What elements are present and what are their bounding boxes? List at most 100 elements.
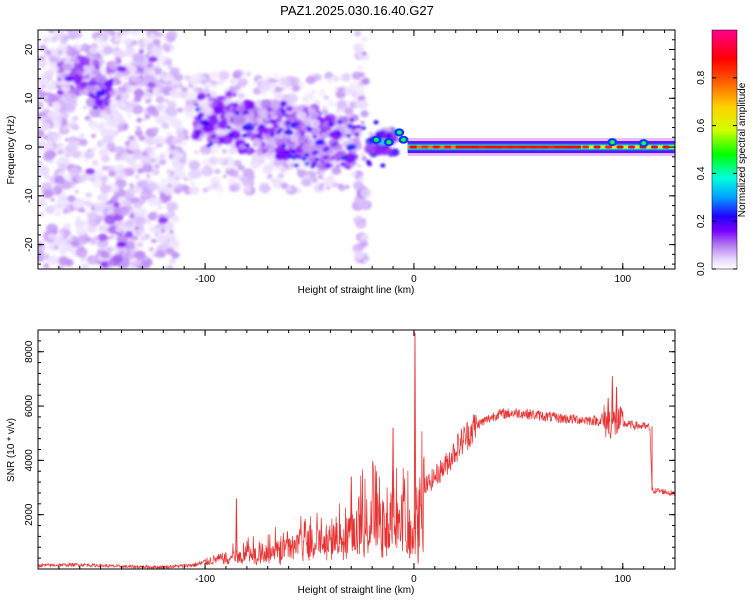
spectrogram-cell: [175, 176, 180, 181]
spectrogram-cell: [207, 103, 213, 107]
spectrogram-cell: [152, 38, 161, 46]
spectrogram-xlabel: Height of straight line (km): [298, 285, 415, 296]
spectrogram-cell: [261, 92, 266, 96]
spectrogram-cell: [162, 74, 172, 83]
spectrogram-core: [197, 116, 203, 121]
spectrogram-cell: [283, 87, 288, 91]
spectrogram-core: [323, 155, 329, 160]
spectrogram-cell: [89, 46, 98, 54]
spectrogram-cell: [39, 116, 46, 122]
spectrogram-cell: [324, 132, 330, 137]
spectrogram-cell: [328, 149, 333, 154]
spectrogram-cell: [38, 238, 44, 244]
spectrogram-cell: [69, 139, 81, 149]
spectrogram-cell: [54, 175, 65, 185]
spectrogram-cell: [267, 145, 278, 155]
spectrogram-blob: [85, 168, 96, 175]
spectrogram-cell: [92, 147, 97, 152]
spectrogram-cell: [101, 69, 107, 74]
spectrogram-cell: [38, 141, 46, 151]
spectrogram-cell: [216, 156, 226, 164]
spectrogram-cell: [118, 118, 126, 125]
spectrogram-cell: [237, 79, 248, 88]
spectrogram-cell: [176, 84, 182, 89]
spectrogram-cell: [146, 182, 157, 191]
spectrogram-cell: [337, 183, 344, 188]
spectrogram-cell: [58, 68, 65, 73]
spectrogram-cell: [132, 235, 139, 241]
spectrogram-cell: [56, 89, 64, 95]
spectrogram-cell: [94, 74, 107, 84]
spectrogram-cell: [337, 86, 345, 93]
spectrogram-cell: [67, 30, 80, 39]
spectrogram-cell: [146, 174, 151, 178]
spectrogram-cell: [76, 44, 82, 50]
spectrogram-cell: [265, 75, 271, 81]
snr-ytick-label: 8000: [24, 340, 35, 363]
spectrogram-cell: [103, 46, 114, 55]
spectrogram-cell: [200, 145, 212, 155]
spectrogram-cell: [123, 200, 132, 208]
spectrogram-cell: [102, 113, 112, 121]
spectrogram-cell: [75, 226, 88, 236]
spectrogram-cell: [191, 169, 203, 179]
spectrogram-cell: [134, 129, 143, 137]
spectrogram-cell: [52, 184, 63, 193]
spectrogram-cell: [244, 184, 251, 190]
spectrogram-cell: [62, 30, 66, 31]
spectrogram-cell: [130, 212, 135, 216]
spectrogram-cell: [136, 117, 143, 123]
spectrogram-core: [386, 133, 392, 138]
spectrogram-cell: [96, 123, 105, 130]
spectrogram-cell: [96, 172, 103, 179]
spectrogram-core: [269, 132, 275, 137]
spectrogram-cell: [44, 205, 56, 214]
snr-spike: [607, 397, 610, 422]
snr-ytick-label: 4000: [24, 449, 35, 472]
spectrogram-cell: [178, 125, 184, 129]
spectrogram-cell: [368, 131, 374, 136]
spectrogram-cell: [114, 155, 121, 161]
spectrogram-cell: [333, 179, 338, 184]
tone-peak: [513, 145, 521, 149]
spectrogram-cell: [201, 166, 214, 177]
spectrogram-cell: [177, 107, 184, 113]
spectrogram-cell: [140, 235, 147, 242]
spectrogram-cell: [231, 163, 236, 167]
spectrogram-cell: [84, 200, 93, 208]
spectrogram-cell: [115, 225, 124, 233]
spectrogram-cell: [115, 57, 120, 61]
spectrogram-cell: [258, 107, 269, 117]
spectrogram-cell: [300, 123, 306, 128]
spectrogram-cell: [303, 106, 309, 112]
spectrogram-cell: [74, 219, 85, 229]
spectrogram-cell: [213, 105, 223, 114]
spectrogram-blob: [283, 129, 294, 136]
snr-spike: [416, 514, 420, 564]
tone-peak: [662, 145, 670, 149]
spectrogram-cell: [154, 232, 159, 237]
spectrogram-cell: [169, 178, 180, 187]
spectrogram-cell: [278, 172, 284, 178]
spectrogram-noise: [38, 30, 403, 269]
spectrogram-cell: [115, 125, 120, 129]
spectrogram-cell: [252, 137, 262, 146]
spectrogram-cell: [149, 33, 155, 37]
spectrogram-cell: [108, 184, 119, 194]
spectrogram-cell: [345, 184, 350, 189]
spectrogram-core: [346, 146, 352, 151]
spectrogram-core: [242, 133, 248, 138]
spectrogram-cell: [197, 96, 202, 101]
spectrogram-ylabel: Frequency (Hz): [6, 116, 17, 185]
spectrogram-cell: [237, 92, 245, 99]
spectrogram-cell: [361, 156, 367, 161]
colorbar-tick-label: 0.2: [696, 214, 707, 228]
spectrogram-cell: [51, 36, 58, 42]
snr-spike: [413, 332, 417, 529]
spectrogram-cell: [361, 36, 368, 42]
spectrogram-blob: [158, 217, 169, 224]
spectrogram-cell: [153, 146, 158, 150]
spectrogram-cell: [260, 80, 271, 89]
spectrogram-cell: [144, 113, 151, 120]
colorbar-tick-label: 0.6: [696, 118, 707, 132]
